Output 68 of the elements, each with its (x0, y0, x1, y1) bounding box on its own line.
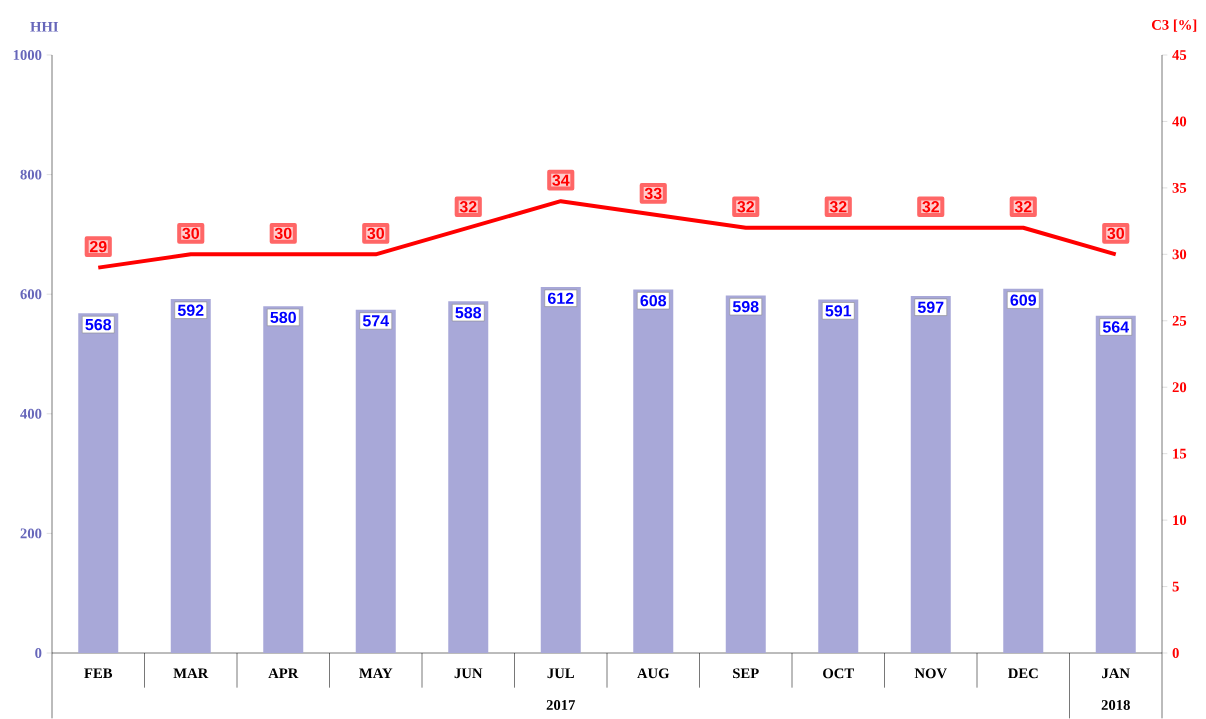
data-label: 30 (182, 227, 199, 240)
data-label: 588 (455, 306, 482, 319)
data-label: 609 (1010, 294, 1037, 306)
bar (78, 313, 119, 653)
y2-tick-label: 30 (1172, 249, 1187, 260)
bar (1003, 288, 1044, 653)
x-tick-label: OCT (823, 668, 854, 679)
x-tick-label: FEB (84, 668, 113, 679)
x-tick-label: APR (268, 668, 299, 679)
bar (910, 295, 951, 653)
y-axis-title: HHI (30, 22, 59, 32)
bar (448, 301, 489, 653)
bar (263, 306, 304, 653)
y2-tick-label: 25 (1172, 315, 1187, 326)
bar (633, 289, 674, 653)
data-label: 33 (644, 187, 662, 200)
data-label: 591 (825, 305, 852, 317)
y-tick-label: 800 (20, 169, 42, 180)
bar (355, 309, 396, 653)
y2-axis-title: C3 [%] (1151, 19, 1197, 32)
x-tick-label: JAN (1102, 668, 1130, 679)
data-label: 32 (737, 201, 755, 213)
x-tick-label: MAR (173, 668, 209, 679)
data-label: 564 (1102, 321, 1130, 333)
y2-tick-label: 40 (1172, 116, 1187, 127)
y2-tick-label: 20 (1172, 382, 1187, 393)
text: 2017 (546, 700, 576, 710)
y-tick-label: 600 (20, 289, 42, 300)
x-tick-label: JUL (547, 668, 574, 679)
data-label: 598 (732, 301, 759, 313)
x-tick-label: MAY (359, 668, 393, 679)
data-label: 32 (459, 201, 477, 213)
y-tick-label: 1000 (13, 50, 42, 60)
y2-tick-label: 45 (1172, 50, 1187, 60)
bar (170, 298, 211, 653)
bar (725, 295, 766, 653)
bar (818, 299, 859, 653)
y2-tick-label: 0 (1172, 648, 1179, 658)
data-label: 32 (829, 201, 847, 213)
data-label: 597 (917, 301, 944, 313)
data-label: 580 (270, 311, 296, 324)
y-tick-label: 0 (35, 648, 42, 658)
x-tick-label: NOV (914, 668, 947, 679)
data-label: 34 (552, 174, 570, 186)
bar (540, 287, 581, 653)
data-label: 32 (922, 201, 940, 213)
y2-tick-label: 15 (1173, 448, 1187, 459)
data-label: 30 (367, 227, 384, 240)
x-tick-label: SEP (733, 668, 759, 679)
data-label: 574 (362, 315, 389, 327)
data-label: 608 (640, 295, 667, 307)
data-label: 32 (1014, 201, 1032, 213)
y2-tick-label: 35 (1172, 182, 1187, 193)
data-label: 568 (85, 318, 112, 331)
y-tick-label: 200 (20, 528, 42, 539)
data-label: 612 (547, 292, 574, 304)
x-tick-label: DEC (1008, 668, 1038, 679)
data-label: 592 (177, 304, 204, 316)
x-tick-label: AUG (637, 668, 670, 679)
data-label: 30 (1107, 227, 1124, 240)
y2-tick-label: 10 (1173, 515, 1187, 526)
y-tick-label: 400 (20, 408, 42, 419)
y2-tick-label: 5 (1172, 581, 1179, 592)
x-tick-label: JUN (454, 668, 483, 679)
text: 2018 (1101, 700, 1130, 710)
bar (1095, 315, 1136, 653)
data-label: 29 (89, 240, 107, 253)
data-label: 30 (274, 227, 292, 240)
